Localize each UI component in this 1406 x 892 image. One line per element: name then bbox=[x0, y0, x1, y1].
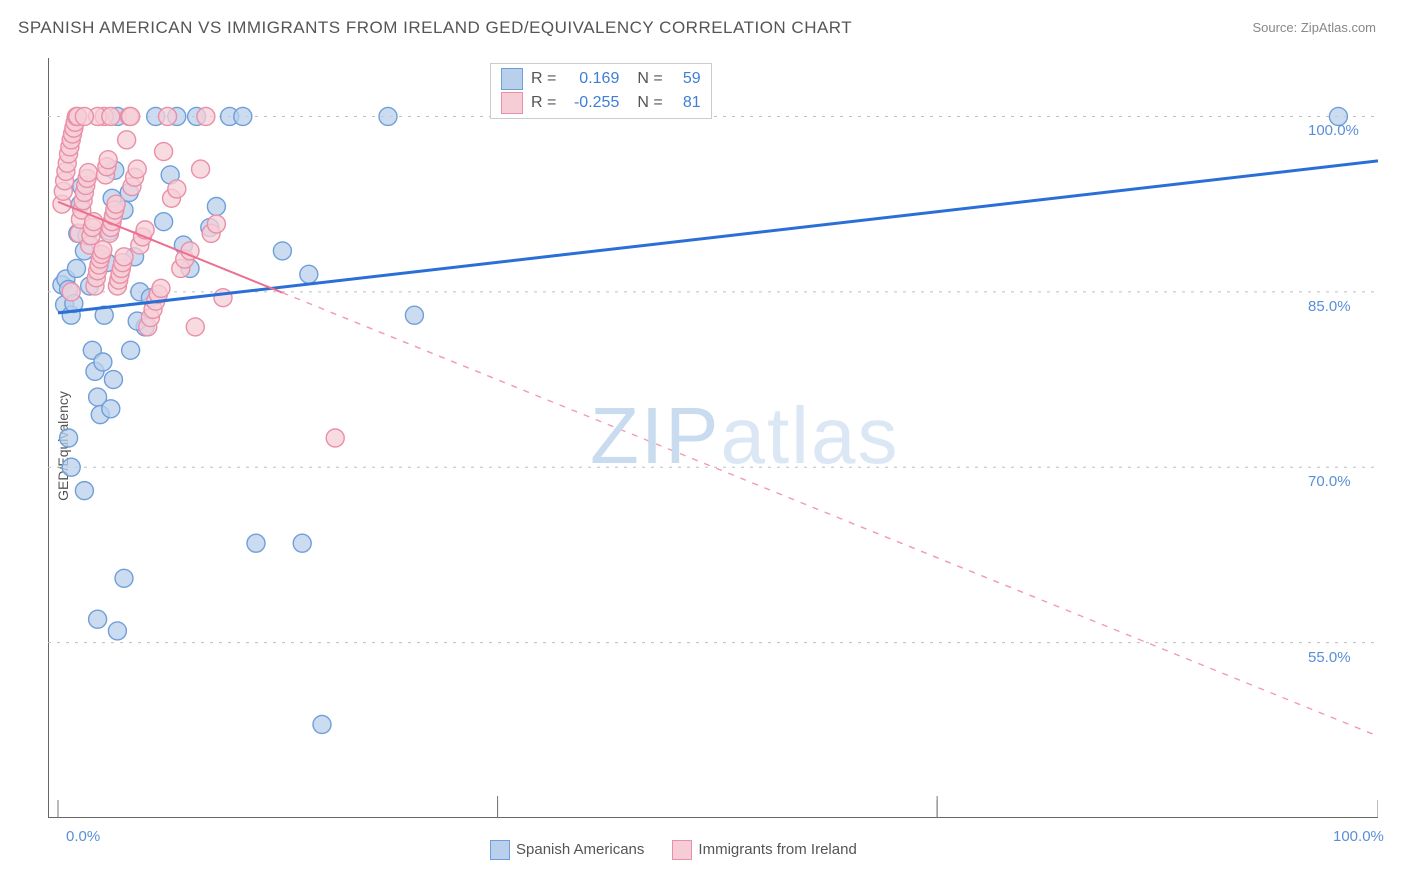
stat-n-value: 59 bbox=[671, 70, 701, 88]
x-tick-label: 100.0% bbox=[1333, 828, 1384, 845]
x-tick-label: 0.0% bbox=[66, 828, 100, 845]
stats-row: R = 0.169 N = 59 bbox=[501, 68, 701, 90]
legend-swatch bbox=[490, 840, 510, 860]
legend-swatch bbox=[501, 92, 523, 114]
legend-label: Spanish Americans bbox=[516, 841, 644, 858]
legend-label: Immigrants from Ireland bbox=[698, 841, 856, 858]
y-tick-label: 70.0% bbox=[1308, 473, 1351, 490]
stat-r-value: -0.255 bbox=[564, 94, 619, 112]
stat-r-label: R = bbox=[531, 70, 556, 88]
legend-item: Spanish Americans bbox=[490, 840, 644, 860]
legend-swatch bbox=[501, 68, 523, 90]
stats-row: R = -0.255 N = 81 bbox=[501, 92, 701, 114]
series-legend: Spanish Americans Immigrants from Ireland bbox=[490, 840, 857, 860]
stat-n-value: 81 bbox=[671, 94, 701, 112]
stat-r-label: R = bbox=[531, 94, 556, 112]
legend-item: Immigrants from Ireland bbox=[672, 840, 856, 860]
y-tick-label: 55.0% bbox=[1308, 649, 1351, 666]
stat-r-value: 0.169 bbox=[564, 70, 619, 88]
source-label: Source: ZipAtlas.com bbox=[1252, 20, 1376, 35]
stat-n-label: N = bbox=[637, 94, 662, 112]
scatter-plot bbox=[48, 58, 1378, 818]
correlation-legend: R = 0.169 N = 59 R = -0.255 N = 81 bbox=[490, 63, 712, 119]
y-tick-label: 100.0% bbox=[1308, 122, 1359, 139]
stat-n-label: N = bbox=[637, 70, 662, 88]
y-tick-label: 85.0% bbox=[1308, 298, 1351, 315]
legend-swatch bbox=[672, 840, 692, 860]
chart-title: SPANISH AMERICAN VS IMMIGRANTS FROM IREL… bbox=[18, 18, 852, 38]
